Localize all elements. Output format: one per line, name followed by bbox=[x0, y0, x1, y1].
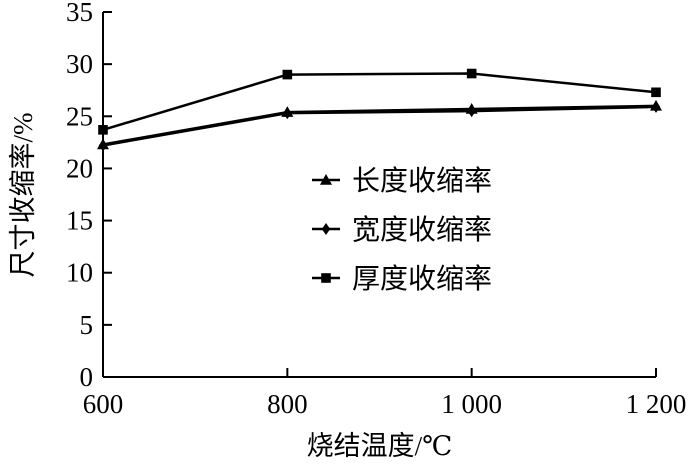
data-point-diamond bbox=[651, 100, 661, 113]
y-tick-label: 20 bbox=[66, 153, 93, 183]
y-tick-label: 30 bbox=[66, 49, 93, 79]
data-point-diamond bbox=[283, 107, 292, 120]
x-tick-label: 1 200 bbox=[626, 389, 687, 419]
data-point-square bbox=[651, 87, 661, 98]
y-tick-label: 15 bbox=[66, 206, 93, 236]
legend-label: 厚度收缩率 bbox=[352, 263, 492, 295]
y-tick-label: 25 bbox=[66, 101, 93, 131]
x-tick-label: 800 bbox=[267, 389, 308, 419]
series-line-1 bbox=[102, 105, 657, 147]
data-point-diamond bbox=[98, 139, 108, 152]
y-tick-label: 35 bbox=[66, 0, 93, 27]
legend-label: 宽度收缩率 bbox=[352, 214, 492, 246]
series-line-2 bbox=[102, 72, 657, 132]
y-tick-label: 0 bbox=[80, 362, 94, 392]
x-axis-label: 烧结温度/℃ bbox=[307, 431, 453, 461]
data-point-diamond bbox=[467, 105, 476, 118]
y-axis-label: 尺寸收缩率/% bbox=[8, 113, 38, 278]
data-point-square bbox=[466, 68, 477, 79]
data-point-square bbox=[98, 125, 108, 135]
y-tick-label: 10 bbox=[66, 258, 93, 288]
x-tick-label: 600 bbox=[83, 389, 124, 419]
y-tick-label: 5 bbox=[80, 310, 94, 340]
legend-marker-diamond bbox=[321, 223, 331, 235]
legend-label: 长度收缩率 bbox=[352, 165, 492, 197]
legend-marker-triangle bbox=[320, 174, 332, 185]
data-point-square bbox=[282, 69, 293, 80]
x-tick-label: 1 000 bbox=[441, 389, 502, 419]
legend-marker-square bbox=[321, 273, 331, 283]
